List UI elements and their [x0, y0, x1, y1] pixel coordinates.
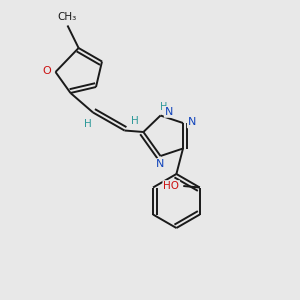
Text: N: N [188, 117, 196, 128]
Text: HO: HO [163, 181, 179, 191]
Text: H: H [131, 116, 139, 126]
Text: N: N [156, 159, 164, 170]
Text: H: H [84, 119, 92, 129]
Text: N: N [165, 107, 173, 117]
Text: CH₃: CH₃ [58, 11, 77, 22]
Text: H: H [160, 101, 167, 112]
Text: O: O [43, 66, 52, 76]
